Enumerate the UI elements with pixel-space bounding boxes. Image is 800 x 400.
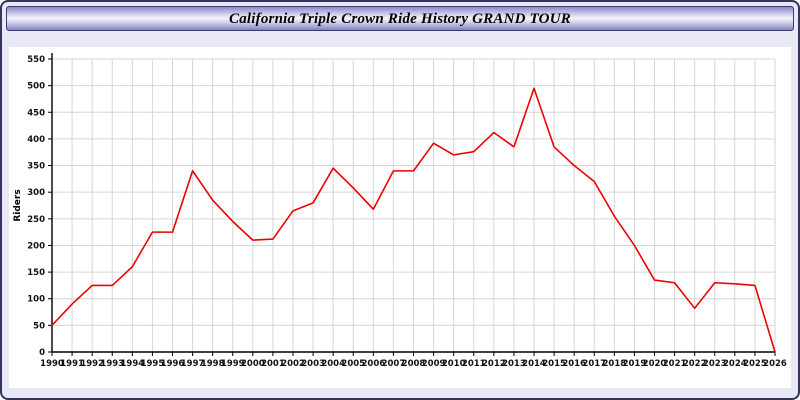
svg-text:2012: 2012 bbox=[482, 359, 506, 369]
svg-text:2003: 2003 bbox=[301, 359, 325, 369]
svg-text:2007: 2007 bbox=[382, 359, 406, 369]
svg-text:2008: 2008 bbox=[402, 359, 426, 369]
svg-text:2004: 2004 bbox=[321, 359, 345, 369]
svg-text:2013: 2013 bbox=[502, 359, 526, 369]
riders-line bbox=[51, 87, 776, 353]
svg-text:1994: 1994 bbox=[120, 359, 144, 369]
svg-text:2026: 2026 bbox=[763, 359, 787, 369]
svg-text:2018: 2018 bbox=[602, 359, 626, 369]
chart-title: California Triple Crown Ride History GRA… bbox=[229, 11, 571, 27]
svg-text:50: 50 bbox=[33, 321, 45, 331]
svg-text:0: 0 bbox=[39, 348, 45, 358]
svg-text:450: 450 bbox=[27, 108, 45, 118]
ride-history-line-chart: 0501001502002503003504004505005501990199… bbox=[13, 53, 787, 369]
svg-text:2014: 2014 bbox=[522, 359, 546, 369]
svg-text:2015: 2015 bbox=[542, 359, 566, 369]
svg-text:2000: 2000 bbox=[241, 359, 265, 369]
plot-gridlines bbox=[52, 58, 776, 352]
svg-text:2025: 2025 bbox=[743, 359, 767, 369]
svg-text:1998: 1998 bbox=[201, 359, 225, 369]
svg-text:2011: 2011 bbox=[462, 359, 486, 369]
svg-text:2023: 2023 bbox=[703, 359, 727, 369]
svg-text:1995: 1995 bbox=[141, 359, 165, 369]
svg-text:1992: 1992 bbox=[80, 359, 104, 369]
axis-ticks bbox=[48, 58, 776, 356]
svg-text:200: 200 bbox=[27, 241, 45, 251]
y-axis-title: Riders bbox=[13, 189, 23, 221]
svg-text:2020: 2020 bbox=[643, 359, 667, 369]
svg-text:2001: 2001 bbox=[261, 359, 285, 369]
svg-text:2009: 2009 bbox=[422, 359, 446, 369]
svg-text:1996: 1996 bbox=[161, 359, 185, 369]
svg-text:2022: 2022 bbox=[683, 359, 707, 369]
chart-panel: 0 50 100 150 200 250 300 350 400 450 500 550 1990 199… bbox=[9, 47, 791, 388]
svg-text:150: 150 bbox=[27, 268, 45, 278]
svg-text:100: 100 bbox=[27, 295, 45, 305]
svg-text:2010: 2010 bbox=[442, 359, 466, 369]
svg-text:350: 350 bbox=[27, 162, 45, 172]
svg-text:500: 500 bbox=[27, 82, 45, 92]
svg-text:2006: 2006 bbox=[361, 359, 385, 369]
svg-text:1991: 1991 bbox=[60, 359, 84, 369]
svg-text:550: 550 bbox=[27, 55, 45, 65]
svg-text:2019: 2019 bbox=[623, 359, 647, 369]
svg-text:1993: 1993 bbox=[100, 359, 124, 369]
svg-text:1990: 1990 bbox=[40, 359, 64, 369]
svg-text:2017: 2017 bbox=[582, 359, 606, 369]
y-tick-labels: 0 50 100 150 200 250 300 350 400 450 500 550 bbox=[27, 55, 45, 358]
svg-text:300: 300 bbox=[27, 188, 45, 198]
svg-text:400: 400 bbox=[27, 135, 45, 145]
svg-text:2024: 2024 bbox=[723, 359, 747, 369]
svg-text:250: 250 bbox=[27, 215, 45, 225]
svg-text:2016: 2016 bbox=[562, 359, 586, 369]
svg-text:1999: 1999 bbox=[221, 359, 245, 369]
svg-text:1997: 1997 bbox=[181, 359, 205, 369]
chart-title-bar: California Triple Crown Ride History GRA… bbox=[6, 6, 794, 31]
axes bbox=[51, 53, 775, 353]
svg-text:2002: 2002 bbox=[281, 359, 305, 369]
svg-text:2021: 2021 bbox=[663, 359, 687, 369]
x-tick-labels: 1990199119921993199419951996199719981999… bbox=[40, 359, 787, 369]
svg-text:2005: 2005 bbox=[341, 359, 365, 369]
